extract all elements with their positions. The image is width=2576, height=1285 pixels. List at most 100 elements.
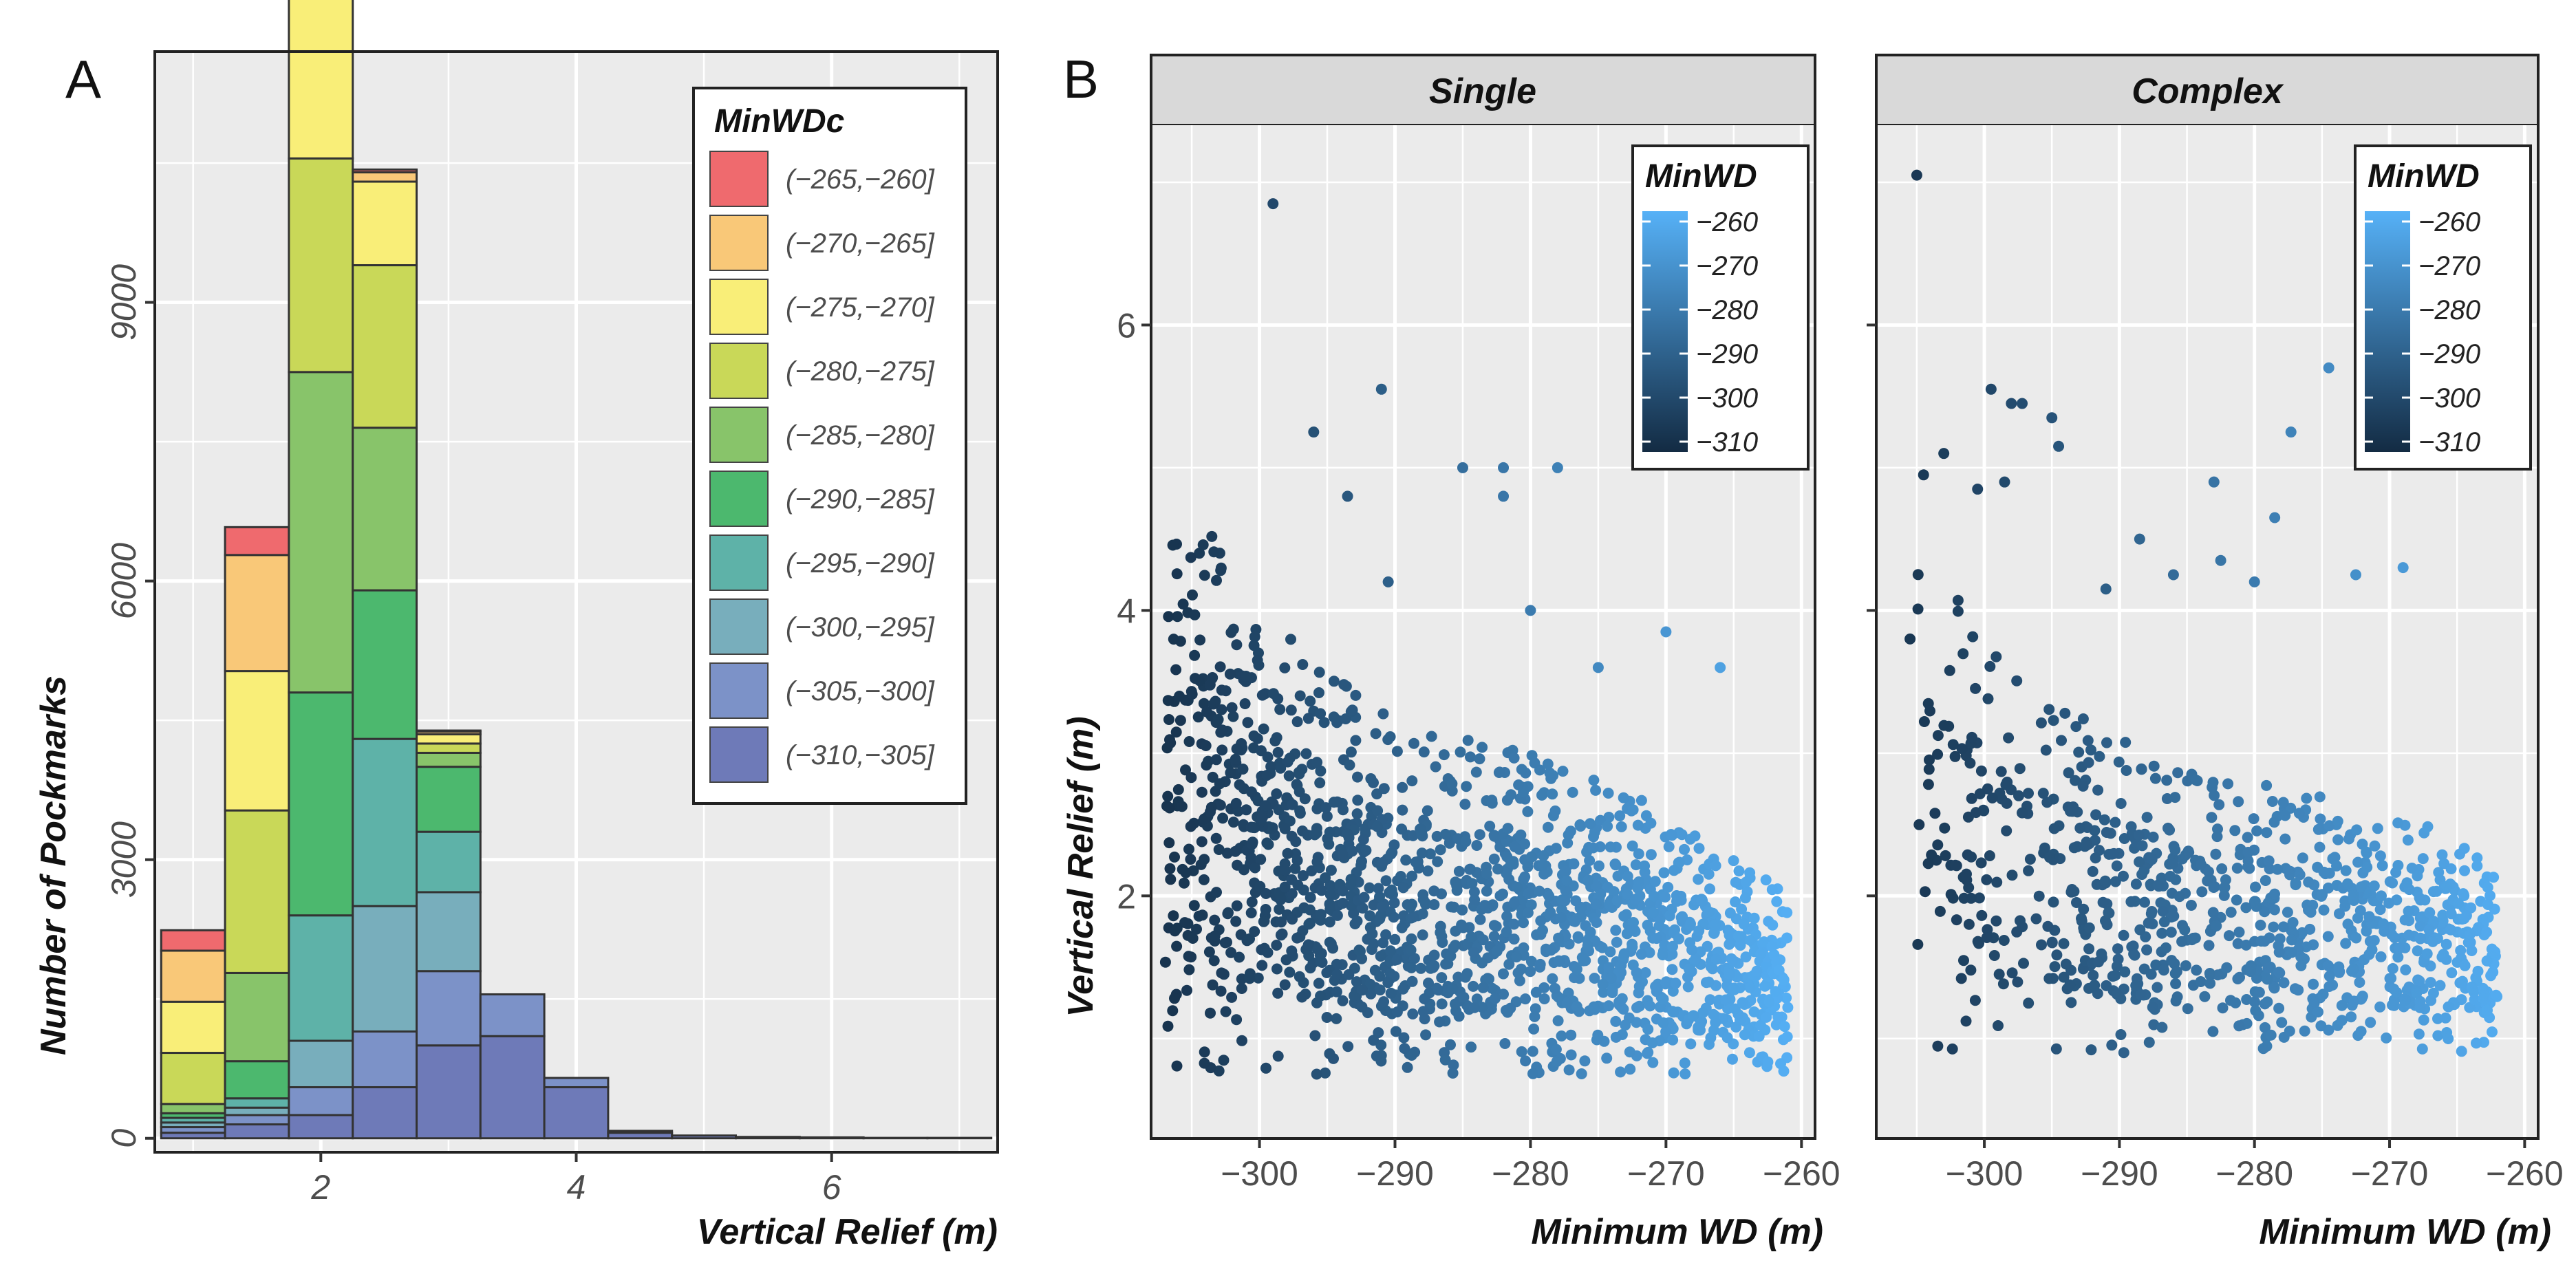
data-point <box>2424 907 2436 918</box>
data-point <box>1969 995 1981 1006</box>
data-point <box>1342 828 1353 840</box>
data-point <box>1535 915 1547 927</box>
data-point <box>2043 704 2055 715</box>
data-point <box>2118 929 2129 941</box>
data-point <box>1601 1052 1613 1064</box>
data-point <box>1260 1062 1271 1074</box>
x-tick-label: −290 <box>2081 1154 2158 1193</box>
data-point <box>1275 762 1287 774</box>
data-point-outlier <box>1267 198 1279 210</box>
data-point <box>1693 843 1705 854</box>
data-point <box>1966 851 1977 863</box>
data-point <box>2481 927 2493 938</box>
data-point <box>2006 870 2018 881</box>
data-point <box>1217 812 1229 824</box>
data-point <box>2387 1000 2398 1011</box>
data-point <box>2441 1027 2453 1038</box>
data-point <box>1602 821 1613 832</box>
data-point <box>2318 866 2330 878</box>
legend-items: (−265,−260] (−270,−265] (−275,−270] (−280,−… <box>709 151 935 783</box>
data-point <box>2459 865 2470 876</box>
data-point <box>1320 802 1332 814</box>
data-point <box>2250 1005 2262 1017</box>
data-point <box>2232 973 2244 984</box>
data-point <box>1432 984 1444 996</box>
data-point <box>1315 909 1327 920</box>
data-point <box>1466 931 1477 943</box>
data-point <box>2064 979 2076 991</box>
data-point <box>1198 874 1210 885</box>
data-point <box>1305 892 1316 903</box>
data-point <box>2394 942 2405 954</box>
data-point <box>1331 909 1343 921</box>
data-point <box>2156 1022 2168 1033</box>
legend-swatch <box>709 471 769 527</box>
data-point <box>1309 1030 1321 1041</box>
data-point <box>1551 1056 1563 1068</box>
data-point <box>1766 884 1778 896</box>
data-point <box>1662 881 1674 893</box>
data-point <box>2083 757 2094 768</box>
data-point <box>1183 736 1195 747</box>
data-point <box>1271 940 1282 951</box>
data-point <box>1664 910 1675 922</box>
data-point <box>2293 984 2304 996</box>
data-point <box>1704 883 1715 895</box>
data-point <box>1534 885 1545 897</box>
data-point <box>1560 865 1571 877</box>
data-point <box>1728 984 1740 995</box>
data-point <box>2018 958 2029 969</box>
data-point <box>1530 1003 1541 1015</box>
data-point <box>1274 704 1286 715</box>
data-point <box>2051 949 2063 961</box>
data-point <box>1522 907 1534 918</box>
data-point <box>1419 1013 1430 1025</box>
data-point <box>1419 993 1430 1004</box>
data-point <box>2467 984 2479 995</box>
data-point <box>2402 834 2414 846</box>
data-point <box>2212 823 2223 835</box>
data-point <box>1501 911 1513 922</box>
data-point <box>1667 1034 1679 1046</box>
data-point <box>1762 1056 1774 1068</box>
data-point <box>1366 928 1378 940</box>
data-point <box>1446 901 1457 913</box>
data-point <box>1571 963 1582 975</box>
data-point <box>2092 784 2104 796</box>
data-point <box>2023 788 2034 799</box>
data-point <box>1926 849 1938 861</box>
data-point <box>1773 964 1785 976</box>
data-point <box>1611 936 1622 948</box>
data-point <box>1385 945 1396 957</box>
data-point <box>1651 984 1663 995</box>
data-point <box>1679 1057 1690 1069</box>
data-point <box>1990 651 2002 662</box>
data-point <box>2232 938 2244 949</box>
data-point <box>2432 1013 2443 1024</box>
data-point <box>1406 775 1418 787</box>
data-point <box>1337 898 1349 909</box>
data-point <box>1973 892 1985 904</box>
data-point <box>1660 978 1671 990</box>
colorbar-label: −270 <box>1696 251 1758 281</box>
data-point <box>2134 829 2145 841</box>
y-tick-label: 9000 <box>105 264 143 341</box>
data-point <box>2077 713 2089 724</box>
data-point <box>1237 764 1249 775</box>
data-point <box>1459 799 1471 810</box>
data-point <box>2024 854 2036 865</box>
data-point <box>2301 792 2312 804</box>
data-point <box>1945 889 1957 900</box>
data-point <box>1693 925 1705 937</box>
data-point <box>2417 853 2429 865</box>
data-point <box>2121 765 2132 776</box>
data-point <box>1981 932 1993 943</box>
data-point <box>2391 986 2403 998</box>
data-point <box>1185 951 1197 963</box>
legend-label: (−295,−290] <box>786 548 935 579</box>
data-point <box>1242 717 1254 728</box>
data-point <box>1648 890 1660 902</box>
data-point <box>2399 914 2411 926</box>
data-point <box>2352 856 2364 868</box>
data-point <box>1216 724 1228 736</box>
